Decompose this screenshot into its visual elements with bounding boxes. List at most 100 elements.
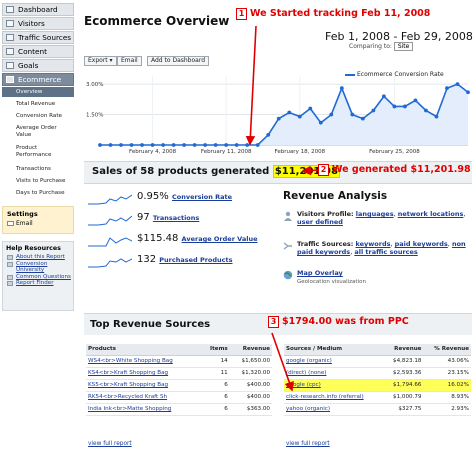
- help-link-conversion[interactable]: Conversion: [3, 261, 73, 268]
- data-point[interactable]: [98, 143, 102, 147]
- data-point[interactable]: [350, 112, 355, 117]
- metric-link-average-order-value[interactable]: Average Order Value: [181, 235, 258, 243]
- data-point[interactable]: [276, 116, 281, 121]
- data-point[interactable]: [434, 114, 439, 119]
- globe-icon: [283, 270, 293, 280]
- subnav-days-to-purchase[interactable]: Days to Purchase: [16, 190, 65, 196]
- add-to-dashboard-button[interactable]: Add to Dashboard: [147, 56, 210, 66]
- visitors-profile: Visitors Profile: languages, network loc…: [283, 210, 473, 232]
- export-button[interactable]: Export ▾: [84, 56, 117, 66]
- data-point[interactable]: [308, 106, 313, 111]
- doc-icon: [7, 274, 13, 280]
- subnav-average-order[interactable]: Average Order: [16, 125, 57, 131]
- metric-link-conversion-rate[interactable]: Conversion Rate: [171, 193, 233, 201]
- source-revenue: $327.75: [383, 403, 424, 416]
- data-point[interactable]: [413, 98, 418, 103]
- settings-title: Settings: [7, 210, 38, 218]
- comparing-select[interactable]: Site: [393, 42, 414, 51]
- email-button[interactable]: Email: [117, 56, 142, 66]
- metric-link-purchased-products[interactable]: Purchased Products: [159, 256, 233, 264]
- data-point[interactable]: [203, 143, 208, 147]
- data-point[interactable]: [182, 143, 187, 147]
- source-name-link[interactable]: (direct) (none): [284, 367, 384, 380]
- subnav-overview[interactable]: Overview: [2, 87, 74, 97]
- product-name-link[interactable]: India Ink<br>Matte Shopping: [86, 403, 202, 416]
- sparkline: [88, 258, 132, 268]
- source-name-link[interactable]: yahoo (organic): [284, 403, 384, 416]
- data-point[interactable]: [381, 94, 386, 99]
- help-link-about[interactable]: About this Report: [3, 254, 73, 261]
- nav-ecommerce[interactable]: Ecommerce: [2, 73, 74, 86]
- sources-view-full-report[interactable]: view full report: [286, 441, 330, 447]
- subnav-product[interactable]: Product: [16, 145, 38, 151]
- link-map-overlay[interactable]: Map Overlay: [297, 269, 343, 277]
- data-point[interactable]: [119, 143, 123, 147]
- product-name-link[interactable]: KS4<br>Kraft Shopping Bag: [86, 367, 202, 380]
- data-point[interactable]: [161, 143, 165, 147]
- subnav-visits-to-purchase[interactable]: Visits to Purchase: [16, 178, 66, 184]
- data-point[interactable]: [371, 108, 376, 113]
- subnav-average-order-value[interactable]: Value: [16, 132, 32, 138]
- settings-email-link[interactable]: Email: [3, 218, 73, 227]
- help-link-common-questions[interactable]: Common Questions: [3, 274, 73, 281]
- data-point[interactable]: [339, 86, 344, 91]
- data-point[interactable]: [150, 143, 155, 147]
- source-name-link[interactable]: google (organic): [284, 355, 384, 368]
- data-point[interactable]: [224, 143, 229, 147]
- subnav-transactions[interactable]: Transactions: [16, 166, 51, 172]
- nav-content[interactable]: Content: [2, 45, 74, 58]
- nav-visitors[interactable]: Visitors: [2, 17, 74, 30]
- link-all-traffic-sources[interactable]: all traffic sources: [354, 248, 418, 256]
- source-name-link[interactable]: click-research.info (referral): [284, 391, 384, 404]
- data-point[interactable]: [255, 143, 260, 147]
- traffic-sources-icon: [6, 34, 14, 41]
- product-name-link[interactable]: KS5<br>Kraft Shopping Bag: [86, 379, 202, 392]
- subnav-total-revenue[interactable]: Total Revenue: [16, 101, 56, 107]
- link-user-defined[interactable]: user defined: [297, 218, 343, 226]
- link-network-locations[interactable]: network locations: [397, 210, 464, 218]
- data-point[interactable]: [234, 143, 239, 147]
- col-items: Items: [201, 344, 230, 356]
- product-name-link[interactable]: RK54<br>Recycled Kraft Sh: [86, 391, 202, 404]
- data-point[interactable]: [213, 143, 218, 147]
- subnav-product-performance[interactable]: Performance: [16, 152, 52, 158]
- nav-dashboard[interactable]: Dashboard: [2, 3, 74, 16]
- data-point[interactable]: [140, 143, 144, 147]
- data-point[interactable]: [403, 104, 407, 109]
- data-point[interactable]: [287, 110, 292, 115]
- data-point[interactable]: [445, 86, 449, 91]
- data-point[interactable]: [318, 120, 323, 125]
- link-keywords[interactable]: keywords: [355, 240, 391, 248]
- product-name-link[interactable]: WS4<br>White Shopping Bag: [86, 355, 202, 368]
- data-point[interactable]: [455, 82, 460, 87]
- data-point[interactable]: [392, 104, 397, 109]
- help-link-university[interactable]: University: [16, 267, 45, 274]
- sidebar: Dashboard Visitors Traffic Sources Conte…: [0, 0, 78, 458]
- products-view-full-report[interactable]: view full report: [88, 441, 132, 447]
- sparkline: [88, 194, 132, 205]
- nav-goals[interactable]: Goals: [2, 59, 74, 72]
- data-point[interactable]: [171, 143, 176, 147]
- data-point[interactable]: [245, 143, 250, 147]
- date-range-picker[interactable]: Feb 1, 2008 - Feb 29, 2008: [325, 30, 473, 43]
- data-point[interactable]: [266, 132, 271, 137]
- data-point[interactable]: [329, 112, 334, 117]
- data-point[interactable]: [297, 114, 302, 119]
- data-point[interactable]: [360, 116, 365, 121]
- product-items: 6: [201, 379, 230, 392]
- subnav-conversion-rate[interactable]: Conversion Rate: [16, 113, 62, 119]
- data-point[interactable]: [192, 143, 197, 147]
- link-non-paid-keywords[interactable]: non paid keywords: [297, 240, 466, 256]
- data-point[interactable]: [424, 108, 428, 113]
- data-point[interactable]: [108, 143, 113, 147]
- metric-average-order-value: $115.48 Average Order Value: [84, 230, 274, 252]
- metric-link-transactions[interactable]: Transactions: [152, 214, 200, 222]
- link-paid-keywords[interactable]: paid keywords: [394, 240, 448, 248]
- nav-traffic-sources[interactable]: Traffic Sources: [2, 31, 74, 44]
- data-point[interactable]: [466, 90, 470, 95]
- help-link-report-finder[interactable]: Report Finder: [3, 280, 73, 287]
- data-point[interactable]: [129, 143, 134, 147]
- traffic-sources-analysis: Traffic Sources: keywords, paid keywords…: [283, 240, 473, 262]
- source-name-link[interactable]: google (cpc): [284, 379, 384, 392]
- link-languages[interactable]: languages: [355, 210, 394, 218]
